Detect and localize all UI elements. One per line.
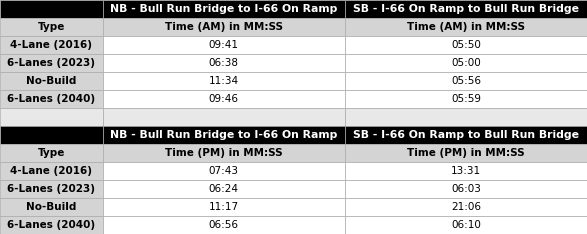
- Bar: [0, 36, 103, 54]
- Bar: [345, 180, 587, 198]
- Bar: [103, 126, 345, 144]
- Text: 05:59: 05:59: [451, 94, 481, 104]
- Bar: [103, 108, 345, 126]
- Text: 05:00: 05:00: [451, 58, 481, 68]
- Text: 6-Lanes (2040): 6-Lanes (2040): [7, 94, 96, 104]
- Bar: [103, 72, 345, 90]
- Bar: [0, 180, 103, 198]
- Bar: [345, 162, 587, 180]
- Text: 06:03: 06:03: [451, 184, 481, 194]
- Text: 09:46: 09:46: [209, 94, 239, 104]
- Bar: [0, 108, 103, 126]
- Text: Time (AM) in MM:SS: Time (AM) in MM:SS: [407, 22, 525, 32]
- Bar: [0, 90, 103, 108]
- Bar: [345, 18, 587, 36]
- Bar: [345, 198, 587, 216]
- Bar: [0, 126, 103, 144]
- Text: No-Build: No-Build: [26, 76, 76, 86]
- Text: Time (AM) in MM:SS: Time (AM) in MM:SS: [165, 22, 283, 32]
- Bar: [103, 90, 345, 108]
- Text: 06:24: 06:24: [209, 184, 239, 194]
- Text: 06:56: 06:56: [209, 220, 239, 230]
- Text: 4-Lane (2016): 4-Lane (2016): [11, 166, 92, 176]
- Text: 6-Lanes (2040): 6-Lanes (2040): [7, 220, 96, 230]
- Bar: [345, 144, 587, 162]
- Text: NB - Bull Run Bridge to I-66 On Ramp: NB - Bull Run Bridge to I-66 On Ramp: [110, 4, 338, 14]
- Bar: [345, 54, 587, 72]
- Text: No-Build: No-Build: [26, 202, 76, 212]
- Bar: [0, 54, 103, 72]
- Text: 21:06: 21:06: [451, 202, 481, 212]
- Text: Time (PM) in MM:SS: Time (PM) in MM:SS: [165, 148, 282, 158]
- Bar: [345, 126, 587, 144]
- Bar: [103, 180, 345, 198]
- Text: 09:41: 09:41: [209, 40, 239, 50]
- Bar: [103, 36, 345, 54]
- Text: 6-Lanes (2023): 6-Lanes (2023): [8, 58, 95, 68]
- Bar: [103, 162, 345, 180]
- Text: 4-Lane (2016): 4-Lane (2016): [11, 40, 92, 50]
- Bar: [0, 216, 103, 234]
- Text: 06:10: 06:10: [451, 220, 481, 230]
- Text: 13:31: 13:31: [451, 166, 481, 176]
- Text: 6-Lanes (2023): 6-Lanes (2023): [8, 184, 95, 194]
- Bar: [0, 144, 103, 162]
- Text: Type: Type: [38, 148, 65, 158]
- Bar: [345, 90, 587, 108]
- Text: 05:56: 05:56: [451, 76, 481, 86]
- Bar: [345, 36, 587, 54]
- Text: 07:43: 07:43: [209, 166, 239, 176]
- Bar: [345, 72, 587, 90]
- Bar: [345, 216, 587, 234]
- Bar: [103, 0, 345, 18]
- Bar: [0, 198, 103, 216]
- Text: 06:38: 06:38: [209, 58, 239, 68]
- Text: Time (PM) in MM:SS: Time (PM) in MM:SS: [407, 148, 525, 158]
- Bar: [345, 0, 587, 18]
- Text: SB - I-66 On Ramp to Bull Run Bridge: SB - I-66 On Ramp to Bull Run Bridge: [353, 130, 579, 140]
- Bar: [103, 54, 345, 72]
- Text: 11:34: 11:34: [209, 76, 239, 86]
- Text: NB - Bull Run Bridge to I-66 On Ramp: NB - Bull Run Bridge to I-66 On Ramp: [110, 130, 338, 140]
- Bar: [0, 0, 103, 18]
- Bar: [0, 72, 103, 90]
- Text: Type: Type: [38, 22, 65, 32]
- Bar: [103, 144, 345, 162]
- Text: 05:50: 05:50: [451, 40, 481, 50]
- Bar: [103, 198, 345, 216]
- Bar: [103, 18, 345, 36]
- Bar: [0, 162, 103, 180]
- Bar: [0, 18, 103, 36]
- Text: SB - I-66 On Ramp to Bull Run Bridge: SB - I-66 On Ramp to Bull Run Bridge: [353, 4, 579, 14]
- Bar: [103, 216, 345, 234]
- Bar: [345, 108, 587, 126]
- Text: 11:17: 11:17: [209, 202, 239, 212]
